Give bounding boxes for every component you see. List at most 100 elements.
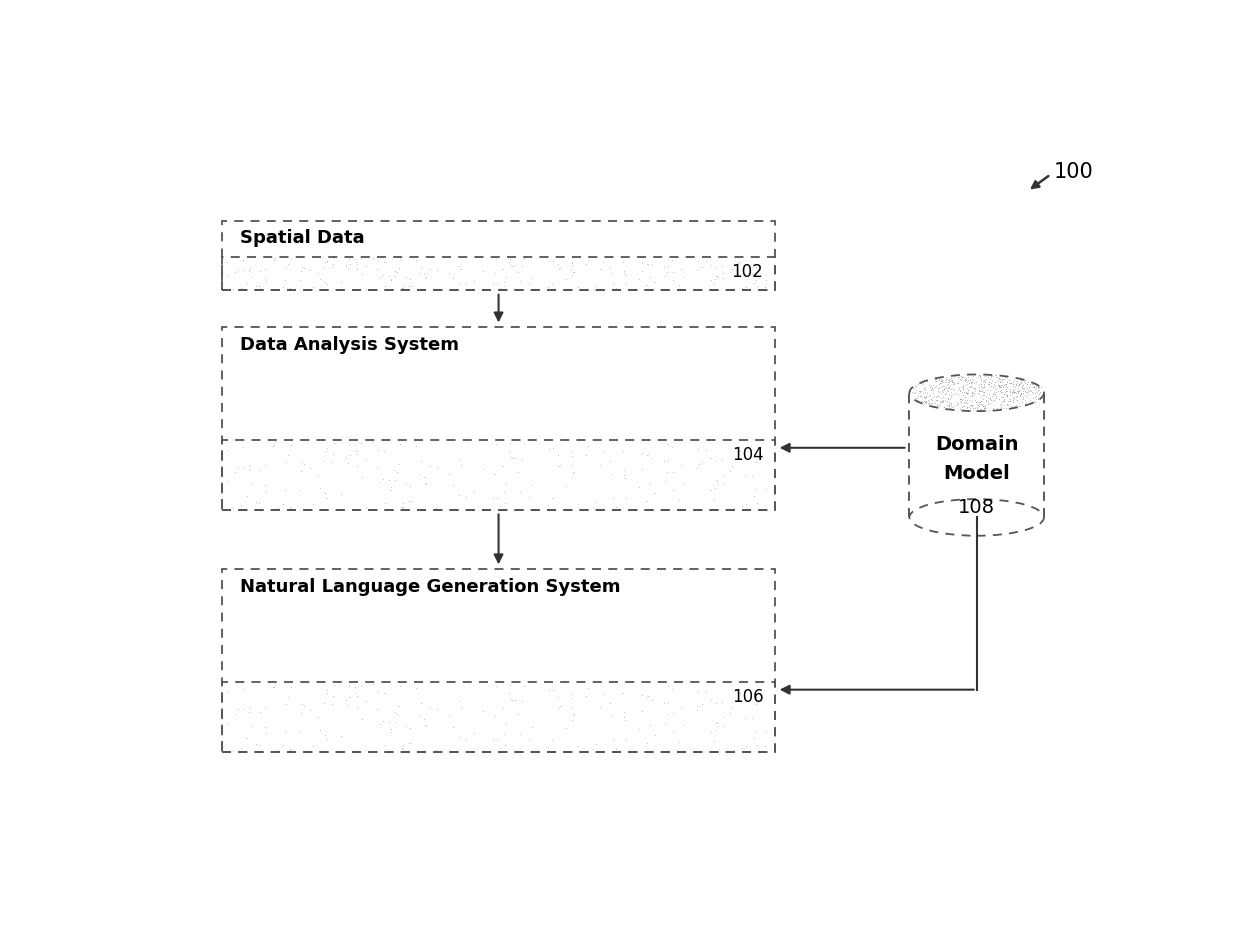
Point	[356, 451, 376, 466]
Point	[990, 374, 1009, 389]
Point	[1003, 379, 1023, 394]
Point	[1009, 388, 1029, 404]
Point	[603, 709, 622, 724]
Point	[562, 257, 582, 272]
Point	[1023, 376, 1043, 391]
Point	[997, 377, 1017, 392]
Point	[708, 270, 728, 286]
Point	[985, 381, 1004, 396]
Point	[929, 381, 949, 396]
Point	[956, 381, 976, 396]
Point	[959, 399, 978, 414]
Point	[393, 281, 413, 296]
Point	[923, 382, 942, 397]
Point	[250, 264, 270, 279]
Point	[1022, 384, 1042, 399]
Point	[1029, 391, 1049, 407]
Point	[906, 390, 926, 406]
Point	[971, 402, 991, 417]
Point	[1003, 384, 1023, 399]
Point	[1013, 378, 1033, 393]
Point	[1007, 383, 1027, 398]
Point	[510, 726, 529, 742]
Point	[255, 270, 275, 286]
Point	[976, 399, 996, 414]
Point	[417, 269, 436, 285]
Point	[980, 377, 999, 392]
Point	[706, 453, 725, 468]
Point	[963, 368, 983, 384]
Point	[548, 447, 568, 463]
Point	[308, 467, 327, 483]
Point	[926, 389, 946, 405]
Point	[994, 371, 1014, 387]
Point	[671, 261, 691, 276]
Point	[268, 281, 288, 296]
Point	[347, 261, 367, 276]
Text: Spatial Data: Spatial Data	[239, 229, 365, 248]
Point	[551, 457, 570, 472]
Point	[239, 704, 259, 720]
Point	[970, 394, 990, 409]
Point	[263, 252, 283, 268]
Point	[384, 264, 404, 279]
Point	[965, 401, 985, 416]
Point	[303, 496, 322, 511]
Point	[932, 373, 952, 388]
Point	[999, 391, 1019, 407]
Point	[336, 692, 356, 707]
Point	[590, 700, 610, 715]
Point	[542, 732, 562, 747]
Point	[1023, 379, 1043, 394]
Point	[551, 699, 570, 714]
Point	[501, 257, 521, 272]
Point	[904, 386, 924, 401]
Point	[347, 458, 367, 473]
Point	[615, 712, 635, 727]
Point	[931, 386, 951, 401]
Point	[239, 701, 259, 716]
Point	[720, 705, 740, 721]
Point	[1018, 386, 1038, 401]
Point	[743, 710, 763, 725]
Point	[959, 376, 978, 391]
Point	[522, 719, 542, 734]
Point	[1012, 381, 1032, 396]
Point	[972, 385, 992, 400]
Point	[474, 462, 494, 477]
Point	[919, 377, 939, 392]
Point	[987, 401, 1007, 416]
Point	[944, 376, 963, 391]
Point	[382, 724, 402, 740]
Point	[382, 483, 402, 498]
Point	[951, 368, 971, 384]
Point	[925, 371, 945, 387]
Point	[962, 373, 982, 388]
Point	[701, 258, 720, 273]
Point	[1003, 374, 1023, 389]
Point	[991, 383, 1011, 398]
Point	[957, 399, 977, 414]
Point	[1016, 384, 1035, 399]
Point	[316, 253, 336, 268]
Point	[971, 384, 991, 399]
Point	[257, 484, 277, 499]
Point	[427, 742, 446, 757]
Point	[538, 739, 558, 754]
Point	[746, 260, 766, 275]
Point	[921, 396, 941, 411]
Point	[1011, 382, 1030, 397]
Point	[322, 696, 342, 711]
Point	[926, 371, 946, 387]
Point	[1030, 380, 1050, 395]
Point	[239, 463, 259, 478]
Point	[707, 472, 727, 487]
Point	[1011, 374, 1030, 389]
Point	[706, 480, 725, 495]
Point	[373, 268, 393, 283]
Point	[233, 682, 253, 697]
Point	[234, 460, 254, 475]
Point	[255, 477, 275, 492]
Point	[363, 676, 383, 691]
Point	[921, 378, 941, 393]
